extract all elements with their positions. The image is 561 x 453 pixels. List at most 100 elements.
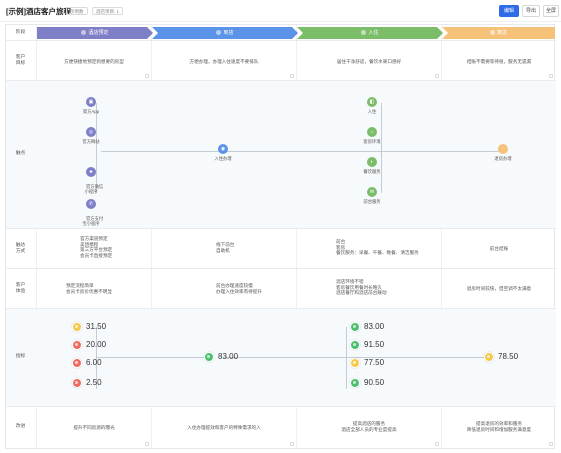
goal-cell[interactable]: 方便快捷地预定到想要的房型: [64, 59, 124, 64]
goal-cell[interactable]: 居住干净舒适，餐饮水果口感好: [336, 59, 402, 64]
fullscreen-button[interactable]: 全屏: [543, 5, 559, 17]
metric-value: 77.50: [364, 358, 385, 367]
touchpoint-connector: [101, 151, 446, 152]
touchpoint-website[interactable]: ◎ 官方网站: [76, 127, 106, 144]
column-divider: [296, 25, 297, 450]
expand-handle[interactable]: [290, 442, 294, 446]
expand-handle[interactable]: [549, 74, 553, 78]
stage-label: 入住: [368, 30, 379, 36]
opportunity-cell[interactable]: 提高酒店的服务 酒店全部人员的专业度提高: [341, 421, 397, 432]
metric-booking-3[interactable]: 6.00: [72, 357, 118, 369]
edit-button[interactable]: 编辑: [499, 5, 519, 17]
metric-value: 91.50: [364, 340, 385, 349]
expand-handle[interactable]: [290, 74, 294, 78]
expand-handle[interactable]: [549, 442, 553, 446]
stage-arrive[interactable]: 到店: [152, 27, 298, 39]
row-label-opportunity: 改进: [15, 424, 26, 429]
metric-stay-3[interactable]: 77.50: [350, 357, 396, 369]
experience-cell[interactable]: 前台办理速度较慢 办理入住效率有待提升: [216, 283, 296, 294]
touchpoint-alipay[interactable]: ✆ 官方支付 宝小程序: [76, 189, 106, 231]
expand-handle[interactable]: [435, 74, 439, 78]
opportunity-cell[interactable]: 提高退房的效率和服务 降低退房时间和增加服务满意度: [466, 421, 532, 432]
metric-stay-1[interactable]: 83.00: [350, 321, 396, 333]
touchpoint-wechat[interactable]: ♣ 官方微信 小程序: [76, 157, 106, 199]
experience-cell[interactable]: 退房时间较快，但空调不太满意: [442, 286, 556, 292]
metric-stay-4[interactable]: 90.50: [350, 377, 396, 389]
metric-booking-4[interactable]: 2.50: [72, 377, 118, 389]
channel-cell[interactable]: 前台 客房 餐饮服务：早餐、午餐、晚餐、清洁服务: [336, 239, 440, 256]
touchpoint-checkin[interactable]: ◉ 入住办理: [206, 144, 240, 161]
touchpoint-app[interactable]: ▣ 第方App: [76, 97, 106, 114]
experience-item: 客房餐饮用餐时长略久: [336, 284, 382, 290]
metric-row: 指标 31.50 20.00 6.00 2.50 83.00 83.: [6, 309, 556, 407]
stage-leave[interactable]: 离店: [442, 27, 555, 39]
goal-cell[interactable]: 结账不需要等待很，服务无遗漏: [466, 59, 532, 64]
metric-status-indicator: [72, 378, 82, 388]
touchpoint-label: 官方支付 宝小程序: [82, 216, 104, 226]
touchpoint-connector: [381, 103, 382, 193]
touchpoint-label: 入住: [367, 109, 377, 114]
metric-leave[interactable]: 78.50: [484, 351, 534, 363]
experience-cell[interactable]: 预定流程简单 会员卡房价优惠不明显: [66, 283, 146, 294]
experience-row: 客户 体验 预定流程简单 会员卡房价优惠不明显 前台办理速度较慢 办理入住效率有…: [6, 269, 556, 309]
channel-cell[interactable]: 线下前台 自助机: [216, 242, 286, 253]
stage-booking[interactable]: 酒店预定: [37, 27, 153, 39]
stage-label: 离店: [496, 30, 507, 36]
channel-cell[interactable]: 官方渠道预定 美团携程 第三方平台预定 会员卡直接预定: [80, 236, 150, 258]
desk-icon: ✉: [367, 187, 377, 197]
goal-cell[interactable]: 方便办理，办理入住速度不要排队: [189, 59, 259, 64]
checkout-icon: ◌: [498, 144, 508, 154]
toolbar: [示例]酒店客户旅程 示例数 酒店项目: 1 编辑 导出 全屏: [0, 0, 561, 22]
expand-handle[interactable]: [435, 442, 439, 446]
column-divider: [151, 25, 152, 450]
metric-arrive[interactable]: 83.00: [204, 351, 250, 363]
door-icon: ◧: [367, 97, 377, 107]
opportunity-cell[interactable]: 入住办理提效和客户的特殊需求的入: [187, 425, 261, 430]
channel-item: 前台结账: [489, 246, 509, 251]
tag-sample: 示例数: [66, 7, 88, 15]
touchpoint-label: 入住办理: [214, 156, 232, 161]
metric-connector: [346, 327, 347, 389]
metric-status-indicator: [484, 352, 494, 362]
export-button[interactable]: 导出: [522, 5, 540, 17]
touchpoint-enter[interactable]: ◧ 入住: [357, 97, 387, 114]
app-icon: ▣: [86, 97, 96, 107]
touchpoint-room[interactable]: ⌂ 客房环境: [357, 127, 387, 144]
stage-stay[interactable]: 入住: [297, 27, 443, 39]
experience-item: 会员卡房价优惠不明显: [66, 288, 112, 294]
touchpoint-dining[interactable]: ◐ 餐饮服务: [357, 157, 387, 174]
stage-label: 酒店预定: [88, 30, 109, 36]
touchpoint-label: 官方网站: [82, 139, 100, 144]
touchpoint-label: 退房办理: [494, 156, 512, 161]
channel-row: 触达 方式 官方渠道预定 美团携程 第三方平台预定 会员卡直接预定 线下前台 自…: [6, 229, 556, 269]
metric-connector: [356, 357, 484, 358]
touchpoint-frontdesk[interactable]: ✉ 前台服务: [357, 187, 387, 204]
column-divider: [36, 25, 37, 450]
expand-handle[interactable]: [145, 442, 149, 446]
metric-value: 6.00: [86, 358, 102, 367]
channel-item: 前台: [336, 239, 346, 244]
channel-cell[interactable]: 前台结账: [442, 246, 556, 252]
row-label-channel: 触达 方式: [15, 243, 26, 254]
experience-cell[interactable]: 酒店环境不错 客房餐饮用餐时长略久 酒店餐厅和酒店前台联动: [336, 279, 440, 296]
row-label-stage: 阶段: [15, 30, 26, 35]
metric-stay-2[interactable]: 91.50: [350, 339, 396, 351]
metric-booking-2[interactable]: 20.00: [72, 339, 118, 351]
touchpoint-label: 客房环境: [363, 139, 381, 144]
metric-status-indicator: [204, 352, 214, 362]
experience-item: 办理入住效率有待提升: [216, 288, 262, 294]
expand-handle[interactable]: [145, 74, 149, 78]
tag-project: 酒店项目: 1: [92, 7, 124, 15]
metric-value: 83.00: [364, 322, 385, 331]
room-icon: ⌂: [367, 127, 377, 137]
food-icon: ◐: [367, 157, 377, 167]
stage-icon: [361, 30, 367, 36]
touchpoint-label: 第方App: [82, 109, 100, 114]
metric-value: 78.50: [498, 352, 519, 361]
metric-value: 90.50: [364, 378, 385, 387]
goal-row: 客户 目标 方便快捷地预定到想要的房型 方便办理，办理入住速度不要排队 居住干净…: [6, 41, 556, 81]
touchpoint-checkout[interactable]: ◌ 退房办理: [486, 144, 520, 161]
metric-booking-1[interactable]: 31.50: [72, 321, 118, 333]
opportunity-cell[interactable]: 提升不同房源的曝光: [73, 425, 115, 430]
metric-status-indicator: [350, 340, 360, 350]
